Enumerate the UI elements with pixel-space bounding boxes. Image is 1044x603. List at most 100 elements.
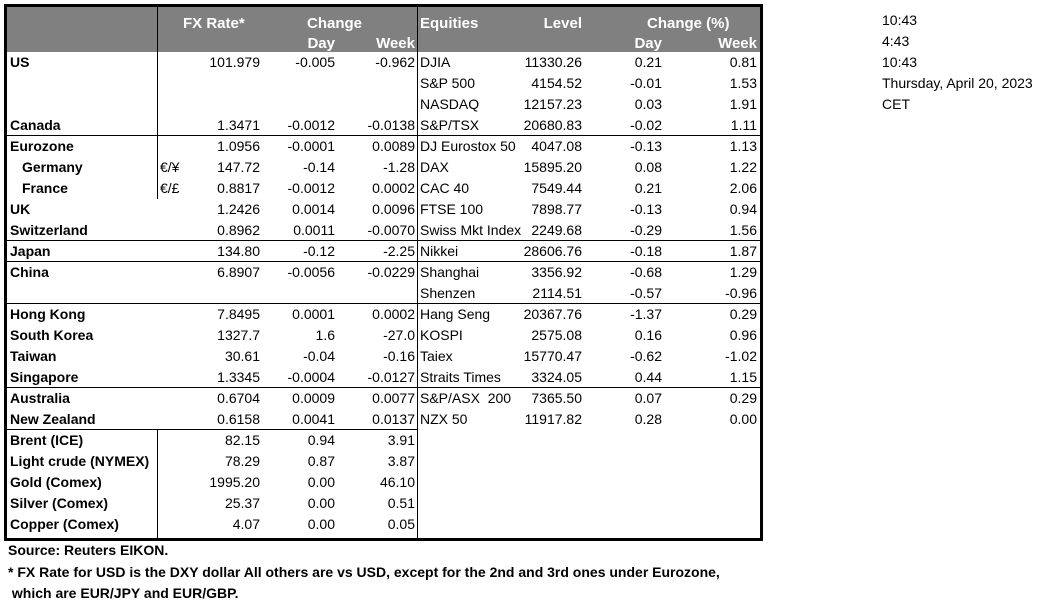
fx-name: Hong Kong — [10, 306, 86, 322]
fx-week-change: -0.16 — [383, 348, 415, 364]
equity-week-change: 0.94 — [729, 201, 757, 217]
equity-week-change: 1.22 — [729, 159, 757, 175]
time-local: 10:43 — [882, 12, 918, 28]
equity-name: CAC 40 — [420, 180, 470, 196]
equity-day-change: 0.07 — [634, 390, 662, 406]
fx-week-change: -2.25 — [383, 243, 415, 259]
fx-day-change: 0.00 — [307, 474, 335, 490]
fx-week-change: 0.0077 — [372, 390, 415, 406]
fx-day-change: -0.005 — [295, 54, 335, 70]
header-week: Week — [376, 35, 415, 52]
equity-week-change: 0.81 — [729, 54, 757, 70]
equity-level: 3356.92 — [531, 264, 582, 280]
fx-rate: 101.979 — [209, 54, 260, 70]
fx-day-change: 1.6 — [315, 327, 335, 343]
equity-level: 11917.82 — [524, 411, 582, 427]
fx-name: Singapore — [10, 369, 79, 385]
fx-rate: 25.37 — [224, 495, 260, 511]
fx-week-change: 0.0002 — [372, 306, 415, 322]
equity-day-change: -0.01 — [630, 75, 662, 91]
header-change: Change — [307, 15, 363, 32]
equity-week-change: 2.06 — [729, 180, 757, 196]
equity-name: NASDAQ — [420, 96, 480, 112]
fx-name: Germany — [22, 159, 83, 175]
equity-name: S&P/TSX — [420, 117, 480, 133]
currency-pair: €/¥ — [160, 159, 180, 175]
equity-name: Swiss Mkt Index — [420, 222, 522, 238]
fx-day-change: -0.14 — [303, 159, 335, 175]
fx-day-change: 0.00 — [307, 516, 335, 532]
fx-day-change: 0.0041 — [292, 411, 335, 427]
equity-name: DJIA — [420, 54, 451, 70]
equity-day-change: -0.29 — [630, 222, 662, 238]
equity-day-change: -0.02 — [630, 117, 662, 133]
fx-day-change: -0.04 — [303, 348, 335, 364]
fx-week-change: -0.962 — [375, 54, 415, 70]
currency-pair: €/£ — [160, 180, 180, 196]
fx-rate: 1327.7 — [217, 327, 260, 343]
header-change-pct: Change (%) — [647, 15, 730, 32]
fx-name: Copper (Comex) — [10, 516, 119, 532]
table-header — [7, 7, 760, 52]
fx-name: UK — [10, 201, 31, 217]
fx-name: South Korea — [10, 327, 94, 343]
equity-level: 15895.20 — [523, 159, 582, 175]
equity-week-change: -0.96 — [725, 285, 757, 301]
header-eq-day: Day — [634, 35, 662, 52]
equity-name: S&P 500 — [420, 75, 476, 91]
fx-week-change: -0.0138 — [367, 117, 415, 133]
equity-name: Straits Times — [420, 369, 501, 385]
fx-day-change: 0.0009 — [292, 390, 335, 406]
equity-day-change: 0.44 — [634, 369, 662, 385]
fx-rate: 1.3345 — [217, 369, 260, 385]
equity-level: 7898.77 — [531, 201, 582, 217]
fx-rate: 6.8907 — [217, 264, 260, 280]
equity-name: DJ Eurostox 50 — [420, 138, 516, 154]
equity-day-change: -0.13 — [630, 138, 662, 154]
equity-week-change: 0.29 — [729, 390, 757, 406]
equity-week-change: 1.11 — [730, 117, 757, 133]
section-divider — [417, 7, 418, 538]
market-table: FX Rate* Change Day Week Equities Level … — [4, 4, 763, 541]
fx-week-change: 0.05 — [387, 516, 415, 532]
group-separator — [7, 240, 760, 241]
group-separator — [7, 135, 760, 136]
fx-week-change: -0.0070 — [367, 222, 415, 238]
date: Thursday, April 20, 2023 — [882, 75, 1033, 91]
equity-level: 12157.23 — [523, 96, 582, 112]
fx-rate: 134.80 — [217, 243, 260, 259]
equity-day-change: 0.16 — [634, 327, 662, 343]
time-ny: 4:43 — [882, 33, 910, 49]
fx-day-change: -0.0012 — [287, 180, 335, 196]
fx-week-change: 3.87 — [387, 453, 415, 469]
fx-rate: 0.8817 — [217, 180, 260, 196]
fx-week-change: 46.10 — [379, 474, 415, 490]
equity-level: 28606.76 — [523, 243, 582, 259]
fx-week-change: 0.0089 — [372, 138, 415, 154]
equity-name: S&P/ASX 200 — [420, 390, 512, 406]
fx-week-change: 3.91 — [387, 432, 415, 448]
header-fx-rate: FX Rate* — [183, 15, 245, 32]
equity-day-change: 0.21 — [634, 54, 662, 70]
fx-rate: 0.6158 — [217, 411, 260, 427]
equity-name: Shanghai — [420, 264, 480, 280]
fx-name: Brent (ICE) — [10, 432, 84, 448]
equity-day-change: -0.62 — [630, 348, 662, 364]
equity-level: 2575.08 — [531, 327, 582, 343]
equity-day-change: -0.18 — [630, 243, 662, 259]
fx-rate: 4.07 — [232, 516, 260, 532]
equity-week-change: 0.96 — [729, 327, 757, 343]
fx-name: Taiwan — [10, 348, 57, 364]
equity-week-change: 1.15 — [729, 369, 757, 385]
fx-rate: 0.8962 — [217, 222, 260, 238]
equity-day-change: -1.37 — [630, 306, 662, 322]
header-day: Day — [307, 35, 335, 52]
fx-day-change: -0.0001 — [287, 138, 335, 154]
group-separator — [7, 261, 760, 262]
fx-name: Australia — [10, 390, 70, 406]
header-eq-week: Week — [718, 35, 757, 52]
equity-day-change: -0.57 — [630, 285, 662, 301]
equity-name: Taiex — [420, 348, 453, 364]
equity-name: NZX 50 — [420, 411, 468, 427]
fx-week-change: 0.0137 — [372, 411, 415, 427]
